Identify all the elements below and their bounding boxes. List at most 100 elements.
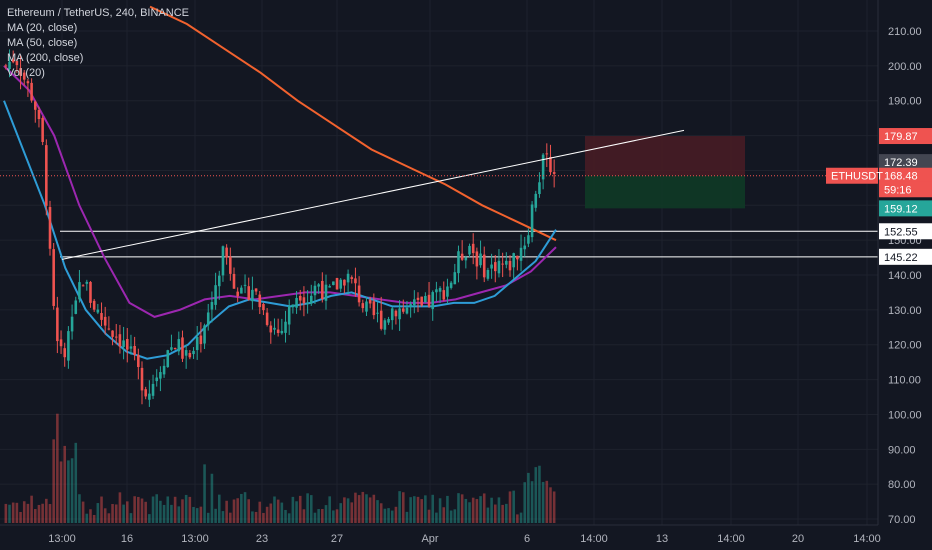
legend-ma200[interactable]: MA (200, close) — [7, 52, 84, 64]
volume-bar — [45, 498, 48, 523]
price-tick-label: 130.00 — [888, 305, 922, 317]
volume-bar — [96, 503, 100, 523]
volume-bar — [162, 504, 166, 523]
volume-bar — [479, 496, 482, 523]
volume-bar — [424, 495, 427, 523]
volume-bar — [92, 514, 96, 523]
candle-body — [435, 289, 438, 293]
time-tick-label: 6 — [524, 533, 530, 545]
candle-body — [534, 193, 538, 208]
candle-body — [361, 303, 365, 309]
candle-body — [173, 347, 177, 349]
volume-bar — [302, 509, 306, 523]
volume-bar — [217, 494, 221, 523]
candle-body — [265, 312, 269, 325]
volume-bar — [166, 496, 170, 523]
volume-bar — [177, 506, 181, 523]
legend-ma20[interactable]: MA (20, close) — [7, 22, 78, 34]
volume-bar — [151, 496, 155, 523]
price-tick-label: 70.00 — [888, 514, 916, 526]
volume-bar — [343, 497, 346, 523]
candle-body — [332, 281, 335, 286]
candle-body — [151, 383, 155, 396]
price-tick-label: 200.00 — [888, 61, 922, 73]
stop-loss-zone — [585, 136, 745, 176]
legend-volume[interactable]: Vol (20) — [7, 67, 45, 79]
volume-bar — [420, 499, 423, 523]
volume-bar — [8, 504, 11, 523]
candle-body — [15, 61, 19, 66]
candle-body — [162, 365, 166, 375]
volume-bar — [273, 496, 276, 523]
candle-body — [313, 285, 317, 296]
volume-bar — [431, 494, 435, 523]
volume-bar — [519, 512, 523, 523]
volume-bar — [552, 491, 556, 523]
trendline — [61, 129, 685, 260]
volume-bar — [482, 493, 486, 523]
candle-body — [229, 256, 232, 274]
volume-bar — [324, 505, 328, 523]
candle-body — [321, 280, 324, 300]
volume-bar — [173, 496, 177, 523]
candle-body — [181, 337, 184, 359]
candle-body — [298, 295, 302, 301]
candle-body — [398, 308, 401, 320]
volume-bar — [365, 494, 368, 523]
volume-bar — [192, 506, 195, 523]
candle-body — [148, 393, 151, 400]
volume-bar — [317, 509, 320, 523]
candle-body — [365, 301, 368, 312]
volume-bar — [350, 502, 354, 523]
volume-bar — [354, 492, 357, 523]
price-tick-label: 190.00 — [888, 96, 922, 108]
price-label-text: 59:16 — [884, 184, 912, 196]
candle-body — [387, 318, 390, 323]
candle-body — [328, 286, 331, 288]
candle-body — [103, 316, 107, 326]
candle-body — [133, 345, 136, 355]
legend-ma50[interactable]: MA (50, close) — [7, 37, 78, 49]
candle-body — [59, 339, 63, 347]
volume-bar — [460, 494, 464, 523]
candle-body — [394, 310, 398, 317]
volume-bar — [240, 493, 243, 523]
candle-body — [376, 312, 379, 314]
volume-bar — [512, 490, 515, 523]
candle-body — [203, 325, 206, 344]
volume-bar — [549, 487, 552, 523]
candle-body — [464, 257, 468, 261]
candle-body — [457, 251, 460, 274]
candle-body — [420, 296, 423, 306]
candle-body — [269, 325, 273, 333]
time-tick-label: 14:00 — [580, 533, 608, 545]
candle-body — [302, 297, 306, 304]
volume-bar — [125, 501, 129, 523]
candle-body — [159, 372, 162, 379]
candle-body — [45, 145, 48, 206]
candle-body — [295, 297, 298, 308]
volume-bar — [67, 460, 70, 523]
volume-bar — [81, 501, 85, 523]
candle-body — [449, 282, 453, 288]
volume-bar — [11, 502, 15, 523]
price-axis-bg — [878, 0, 932, 550]
candle-body — [479, 253, 482, 266]
time-tick-label: 23 — [256, 533, 268, 545]
symbol-title[interactable]: Ethereum / TetherUS, 240, BINANCE — [7, 7, 189, 19]
candle-body — [74, 300, 78, 314]
volume-bar — [37, 504, 41, 523]
volume-bar — [427, 509, 431, 523]
candle-body — [549, 157, 552, 173]
candle-body — [177, 339, 181, 352]
candle-body — [258, 294, 262, 308]
volume-bar — [251, 511, 254, 523]
volume-bar — [321, 508, 324, 523]
candle-body — [409, 304, 412, 307]
candle-body — [453, 272, 457, 285]
chart-legend: Ethereum / TetherUS, 240, BINANCE MA (20… — [7, 6, 189, 81]
candle-body — [155, 377, 159, 382]
volume-bar — [225, 500, 228, 523]
